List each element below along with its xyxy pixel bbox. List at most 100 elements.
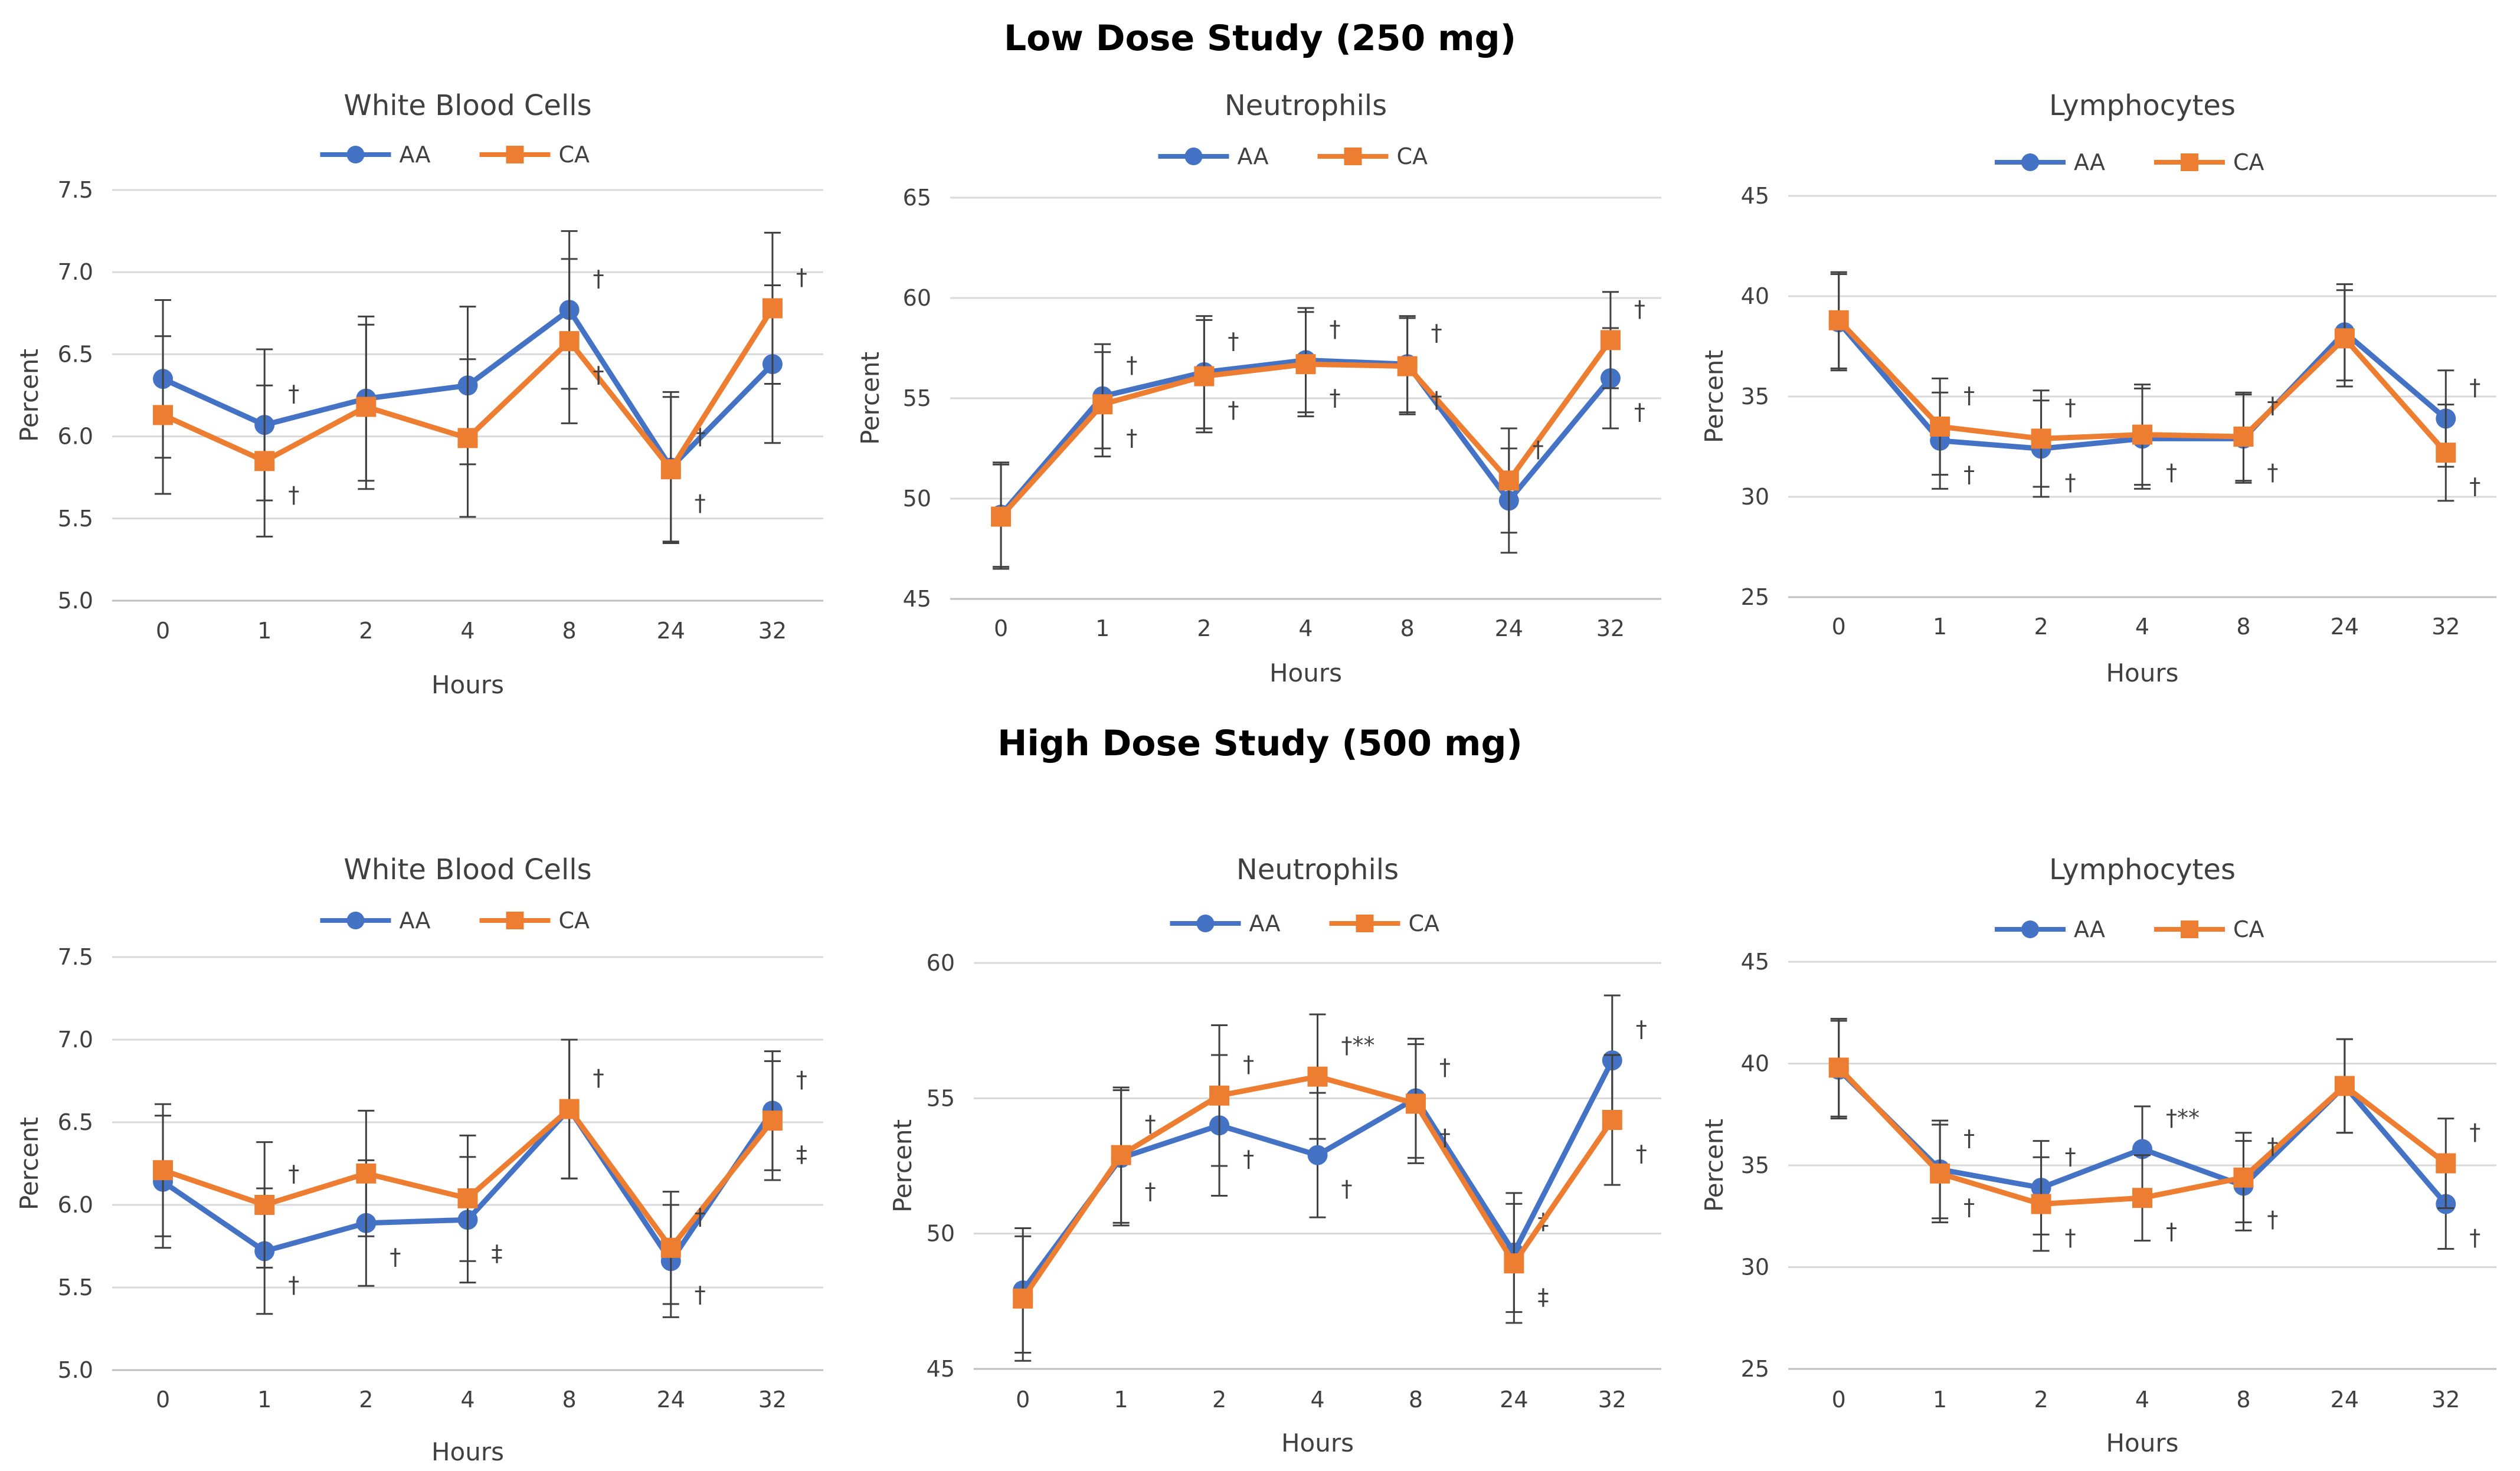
data-point-CA	[2031, 428, 2051, 449]
x-tick-label: 2	[1212, 1387, 1226, 1413]
data-point-CA	[1828, 310, 1849, 330]
data-point-CA	[1498, 470, 1519, 491]
chart-title: Neutrophils	[1225, 89, 1387, 122]
data-point-CA	[559, 331, 580, 352]
y-tick-label: 7.5	[58, 177, 93, 203]
data-point-CA	[356, 397, 377, 417]
significance-marker: †	[1431, 387, 1442, 413]
significance-marker: †**	[1341, 1033, 1375, 1059]
x-tick-label: 0	[156, 618, 170, 644]
legend-marker-AA	[1196, 915, 1215, 932]
data-point-CA	[1013, 1288, 1033, 1309]
x-axis-label: Hours	[431, 1437, 504, 1466]
data-point-CA	[991, 506, 1012, 527]
data-point-CA	[1307, 1066, 1328, 1087]
x-tick-label: 24	[1500, 1387, 1528, 1413]
y-tick-label: 35	[1741, 384, 1769, 409]
significance-marker: †	[1330, 385, 1341, 411]
x-tick-label: 8	[1409, 1387, 1423, 1413]
y-tick-label: 5.5	[58, 506, 93, 532]
x-tick-label: 24	[2331, 1387, 2359, 1413]
x-tick-label: 8	[562, 1387, 577, 1413]
y-tick-label: 25	[1741, 584, 1769, 610]
significance-marker: †	[1963, 1125, 1975, 1151]
y-tick-label: 7.0	[58, 259, 93, 285]
x-axis-label: Hours	[1269, 658, 1342, 687]
data-point-CA	[762, 1110, 783, 1131]
data-point-CA	[2334, 1076, 2355, 1096]
significance-marker: †	[796, 264, 807, 290]
significance-marker: †	[1634, 296, 1645, 322]
data-point-CA	[1930, 417, 1950, 437]
significance-marker: †	[2267, 1207, 2278, 1233]
data-point-CA	[254, 1195, 275, 1215]
significance-marker: †	[1439, 1054, 1451, 1080]
data-point-CA	[1828, 1057, 1849, 1078]
significance-marker: ‡	[492, 1240, 503, 1266]
significance-marker: †	[796, 1066, 807, 1092]
significance-marker: †	[593, 266, 604, 291]
data-point-CA	[457, 1188, 478, 1208]
significance-marker: †	[1243, 1051, 1254, 1077]
data-point-CA	[1209, 1085, 1230, 1106]
legend: AA CA	[320, 908, 590, 933]
legend-marker-CA	[2181, 153, 2198, 171]
data-point-CA	[457, 428, 478, 448]
x-tick-label: 4	[460, 1387, 474, 1413]
x-tick-label: 2	[359, 618, 373, 644]
chart-3: White Blood Cells AA CA 5.0 5.5 6.0 6.5 7.0 7.5 0…	[15, 853, 823, 1466]
significance-marker: †	[390, 1244, 401, 1270]
legend-label-CA: CA	[1409, 910, 1440, 936]
data-point-CA	[1295, 354, 1316, 375]
legend-marker-CA	[506, 146, 524, 163]
data-point-AA	[1307, 1145, 1328, 1165]
significance-marker: †	[1126, 352, 1137, 378]
legend-label-AA: AA	[2074, 916, 2105, 942]
y-tick-label: 30	[1741, 484, 1769, 510]
legend-marker-CA	[506, 912, 524, 929]
data-point-CA	[1600, 330, 1621, 350]
significance-marker: †	[1145, 1178, 1156, 1204]
x-tick-label: 4	[1310, 1387, 1324, 1413]
y-tick-label: 55	[927, 1085, 955, 1111]
x-tick-label: 8	[562, 618, 577, 644]
series-AA: † † ‡ † † †	[153, 1038, 807, 1318]
significance-marker: †	[2065, 394, 2076, 420]
significance-marker: ‡	[1537, 1284, 1549, 1310]
legend: AA CA	[1995, 916, 2264, 942]
legend: AA CA	[320, 142, 590, 168]
x-tick-label: 0	[994, 615, 1008, 641]
data-point-CA	[2031, 1194, 2051, 1214]
legend-label-AA: AA	[400, 142, 431, 168]
x-tick-label: 1	[1114, 1387, 1128, 1413]
x-tick-label: 32	[1596, 615, 1625, 641]
study-title-high-dose: High Dose Study (500 mg)	[997, 723, 1523, 764]
y-tick-label: 25	[1741, 1356, 1769, 1382]
data-point-CA	[153, 405, 174, 425]
significance-marker: †	[2469, 374, 2480, 400]
x-tick-label: 1	[257, 1387, 271, 1413]
y-axis-label: Percent	[1700, 350, 1729, 443]
x-tick-label: 1	[1095, 615, 1110, 641]
data-point-AA	[2132, 1139, 2152, 1159]
series-AA: † † †** † †	[1828, 1020, 2480, 1251]
y-tick-label: 6.5	[58, 341, 93, 367]
data-point-CA	[2436, 1153, 2456, 1174]
x-tick-label: 4	[2135, 614, 2149, 640]
significance-marker: ‡	[796, 1141, 807, 1167]
legend-label-CA: CA	[2233, 916, 2264, 942]
legend-label-CA: CA	[2233, 149, 2264, 175]
y-axis-label: Percent	[888, 1119, 917, 1213]
x-tick-label: 2	[359, 1387, 373, 1413]
y-tick-label: 40	[1741, 283, 1769, 309]
y-tick-label: 60	[927, 950, 955, 976]
legend-label-AA: AA	[1238, 143, 1269, 169]
significance-marker: †	[2469, 1119, 2480, 1145]
data-point-CA	[660, 459, 681, 480]
x-tick-label: 24	[2331, 614, 2359, 640]
chart-title: Neutrophils	[1236, 853, 1399, 886]
significance-marker: †	[593, 1065, 604, 1091]
series-CA: † † † †	[153, 231, 807, 543]
significance-marker: †	[2065, 469, 2076, 495]
